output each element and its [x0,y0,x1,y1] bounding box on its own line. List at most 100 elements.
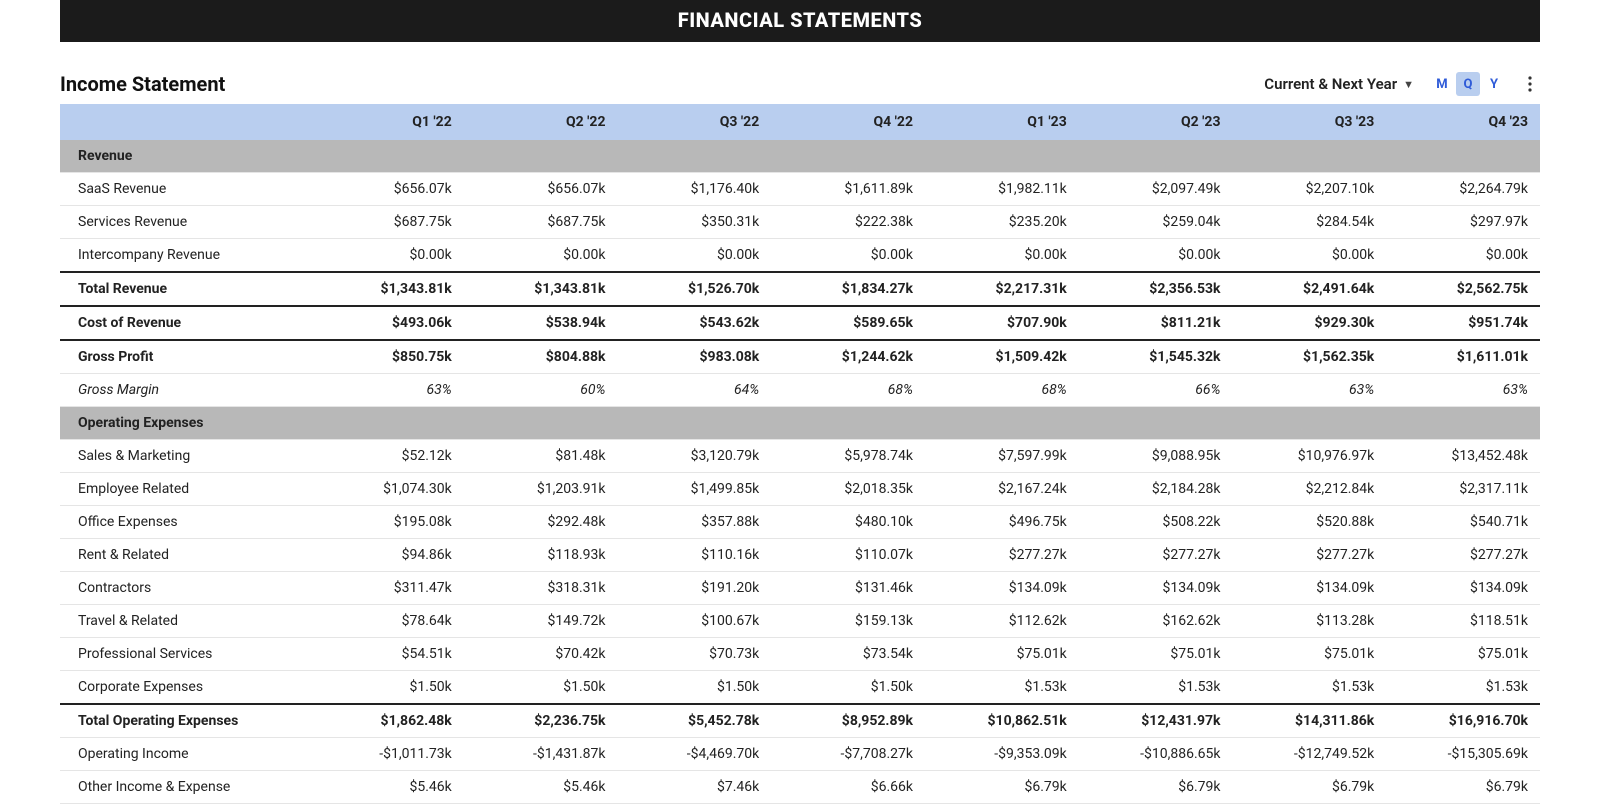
cell: $543.62k [618,306,772,340]
cell: $0.00k [1233,239,1387,273]
cell: $259.04k [1079,206,1233,239]
cell: $520.88k [1233,506,1387,539]
cell: $75.01k [925,638,1079,671]
content-area: Income Statement Current & Next Year ▼ M… [60,72,1540,804]
table-row: Rent & Related$94.86k$118.93k$110.16k$11… [60,539,1540,572]
kebab-icon [1528,76,1532,92]
title-bar: Income Statement Current & Next Year ▼ M… [60,72,1540,96]
cell: $159.13k [771,605,925,638]
cell: $1,509.42k [925,340,1079,374]
period-month-button[interactable]: M [1430,72,1454,96]
table-header-label [60,104,310,140]
table-header-col: Q1 '23 [925,104,1079,140]
cell: $100.67k [618,605,772,638]
row-label: Total Operating Expenses [60,704,310,738]
cell: $70.73k [618,638,772,671]
cell: $6.79k [925,771,1079,804]
period-year-button[interactable]: Y [1482,72,1506,96]
cell: $2,097.49k [1079,173,1233,206]
cell: $804.88k [464,340,618,374]
cell: -$1,431.87k [464,738,618,771]
cell: $2,356.53k [1079,272,1233,306]
cell: $2,491.64k [1233,272,1387,306]
cell: $284.54k [1233,206,1387,239]
cell: $277.27k [1233,539,1387,572]
row-label: Intercompany Revenue [60,239,310,273]
cell: $1.50k [618,671,772,705]
cell: $5.46k [464,771,618,804]
cell: $2,167.24k [925,473,1079,506]
row-label: Total Revenue [60,272,310,306]
row-label: Travel & Related [60,605,310,638]
cell: $2,236.75k [464,704,618,738]
controls: Current & Next Year ▼ M Q Y [1264,72,1540,96]
row-label: Other Income & Expense [60,771,310,804]
cell: 63% [1233,374,1387,407]
table-row: SaaS Revenue$656.07k$656.07k$1,176.40k$1… [60,173,1540,206]
row-label: Operating Expenses [60,407,1540,440]
period-quarter-button[interactable]: Q [1456,72,1480,96]
cell: $134.09k [925,572,1079,605]
cell: $78.64k [310,605,464,638]
cell: $6.79k [1233,771,1387,804]
cell: $2,217.31k [925,272,1079,306]
cell: $350.31k [618,206,772,239]
cell: $357.88k [618,506,772,539]
cell: $311.47k [310,572,464,605]
cell: $7.46k [618,771,772,804]
table-header-col: Q2 '23 [1079,104,1233,140]
cell: $9,088.95k [1079,440,1233,473]
cell: $1,526.70k [618,272,772,306]
cell: $480.10k [771,506,925,539]
cell: $12,431.97k [1079,704,1233,738]
cell: $10,976.97k [1233,440,1387,473]
cell: $2,184.28k [1079,473,1233,506]
table-row: Sales & Marketing$52.12k$81.48k$3,120.79… [60,440,1540,473]
cell: $81.48k [464,440,618,473]
cell: $0.00k [925,239,1079,273]
cell: -$9,353.09k [925,738,1079,771]
cell: $496.75k [925,506,1079,539]
cell: $14,311.86k [1233,704,1387,738]
cell: $318.31k [464,572,618,605]
more-menu-button[interactable] [1520,72,1540,96]
income-statement-table: Q1 '22 Q2 '22 Q3 '22 Q4 '22 Q1 '23 Q2 '2… [60,104,1540,804]
cell: $94.86k [310,539,464,572]
cell: $2,317.11k [1386,473,1540,506]
cell: $113.28k [1233,605,1387,638]
table-row: Professional Services$54.51k$70.42k$70.7… [60,638,1540,671]
table-row: Total Operating Expenses$1,862.48k$2,236… [60,704,1540,738]
row-label: Professional Services [60,638,310,671]
cell: $983.08k [618,340,772,374]
cell: 63% [1386,374,1540,407]
cell: -$12,749.52k [1233,738,1387,771]
cell: 68% [925,374,1079,407]
cell: $16,916.70k [1386,704,1540,738]
table-row: Contractors$311.47k$318.31k$191.20k$131.… [60,572,1540,605]
row-label: Services Revenue [60,206,310,239]
table-header-col: Q3 '22 [618,104,772,140]
cell: -$7,708.27k [771,738,925,771]
cell: $540.71k [1386,506,1540,539]
table-row: Intercompany Revenue$0.00k$0.00k$0.00k$0… [60,239,1540,273]
cell: $1,176.40k [618,173,772,206]
cell: $6.66k [771,771,925,804]
table-row: Operating Expenses [60,407,1540,440]
cell: $2,562.75k [1386,272,1540,306]
page-banner-title: FINANCIAL STATEMENTS [678,8,923,32]
table-row: Operating Income-$1,011.73k-$1,431.87k-$… [60,738,1540,771]
cell: $162.62k [1079,605,1233,638]
chevron-down-icon: ▼ [1403,78,1414,91]
table-row: Total Revenue$1,343.81k$1,343.81k$1,526.… [60,272,1540,306]
cell: $235.20k [925,206,1079,239]
cell: $10,862.51k [925,704,1079,738]
cell: 60% [464,374,618,407]
cell: $149.72k [464,605,618,638]
cell: $52.12k [310,440,464,473]
cell: $1,562.35k [1233,340,1387,374]
cell: $687.75k [310,206,464,239]
date-range-label: Current & Next Year [1264,75,1397,93]
date-range-dropdown[interactable]: Current & Next Year ▼ [1264,75,1414,93]
cell: $1.50k [310,671,464,705]
cell: $13,452.48k [1386,440,1540,473]
